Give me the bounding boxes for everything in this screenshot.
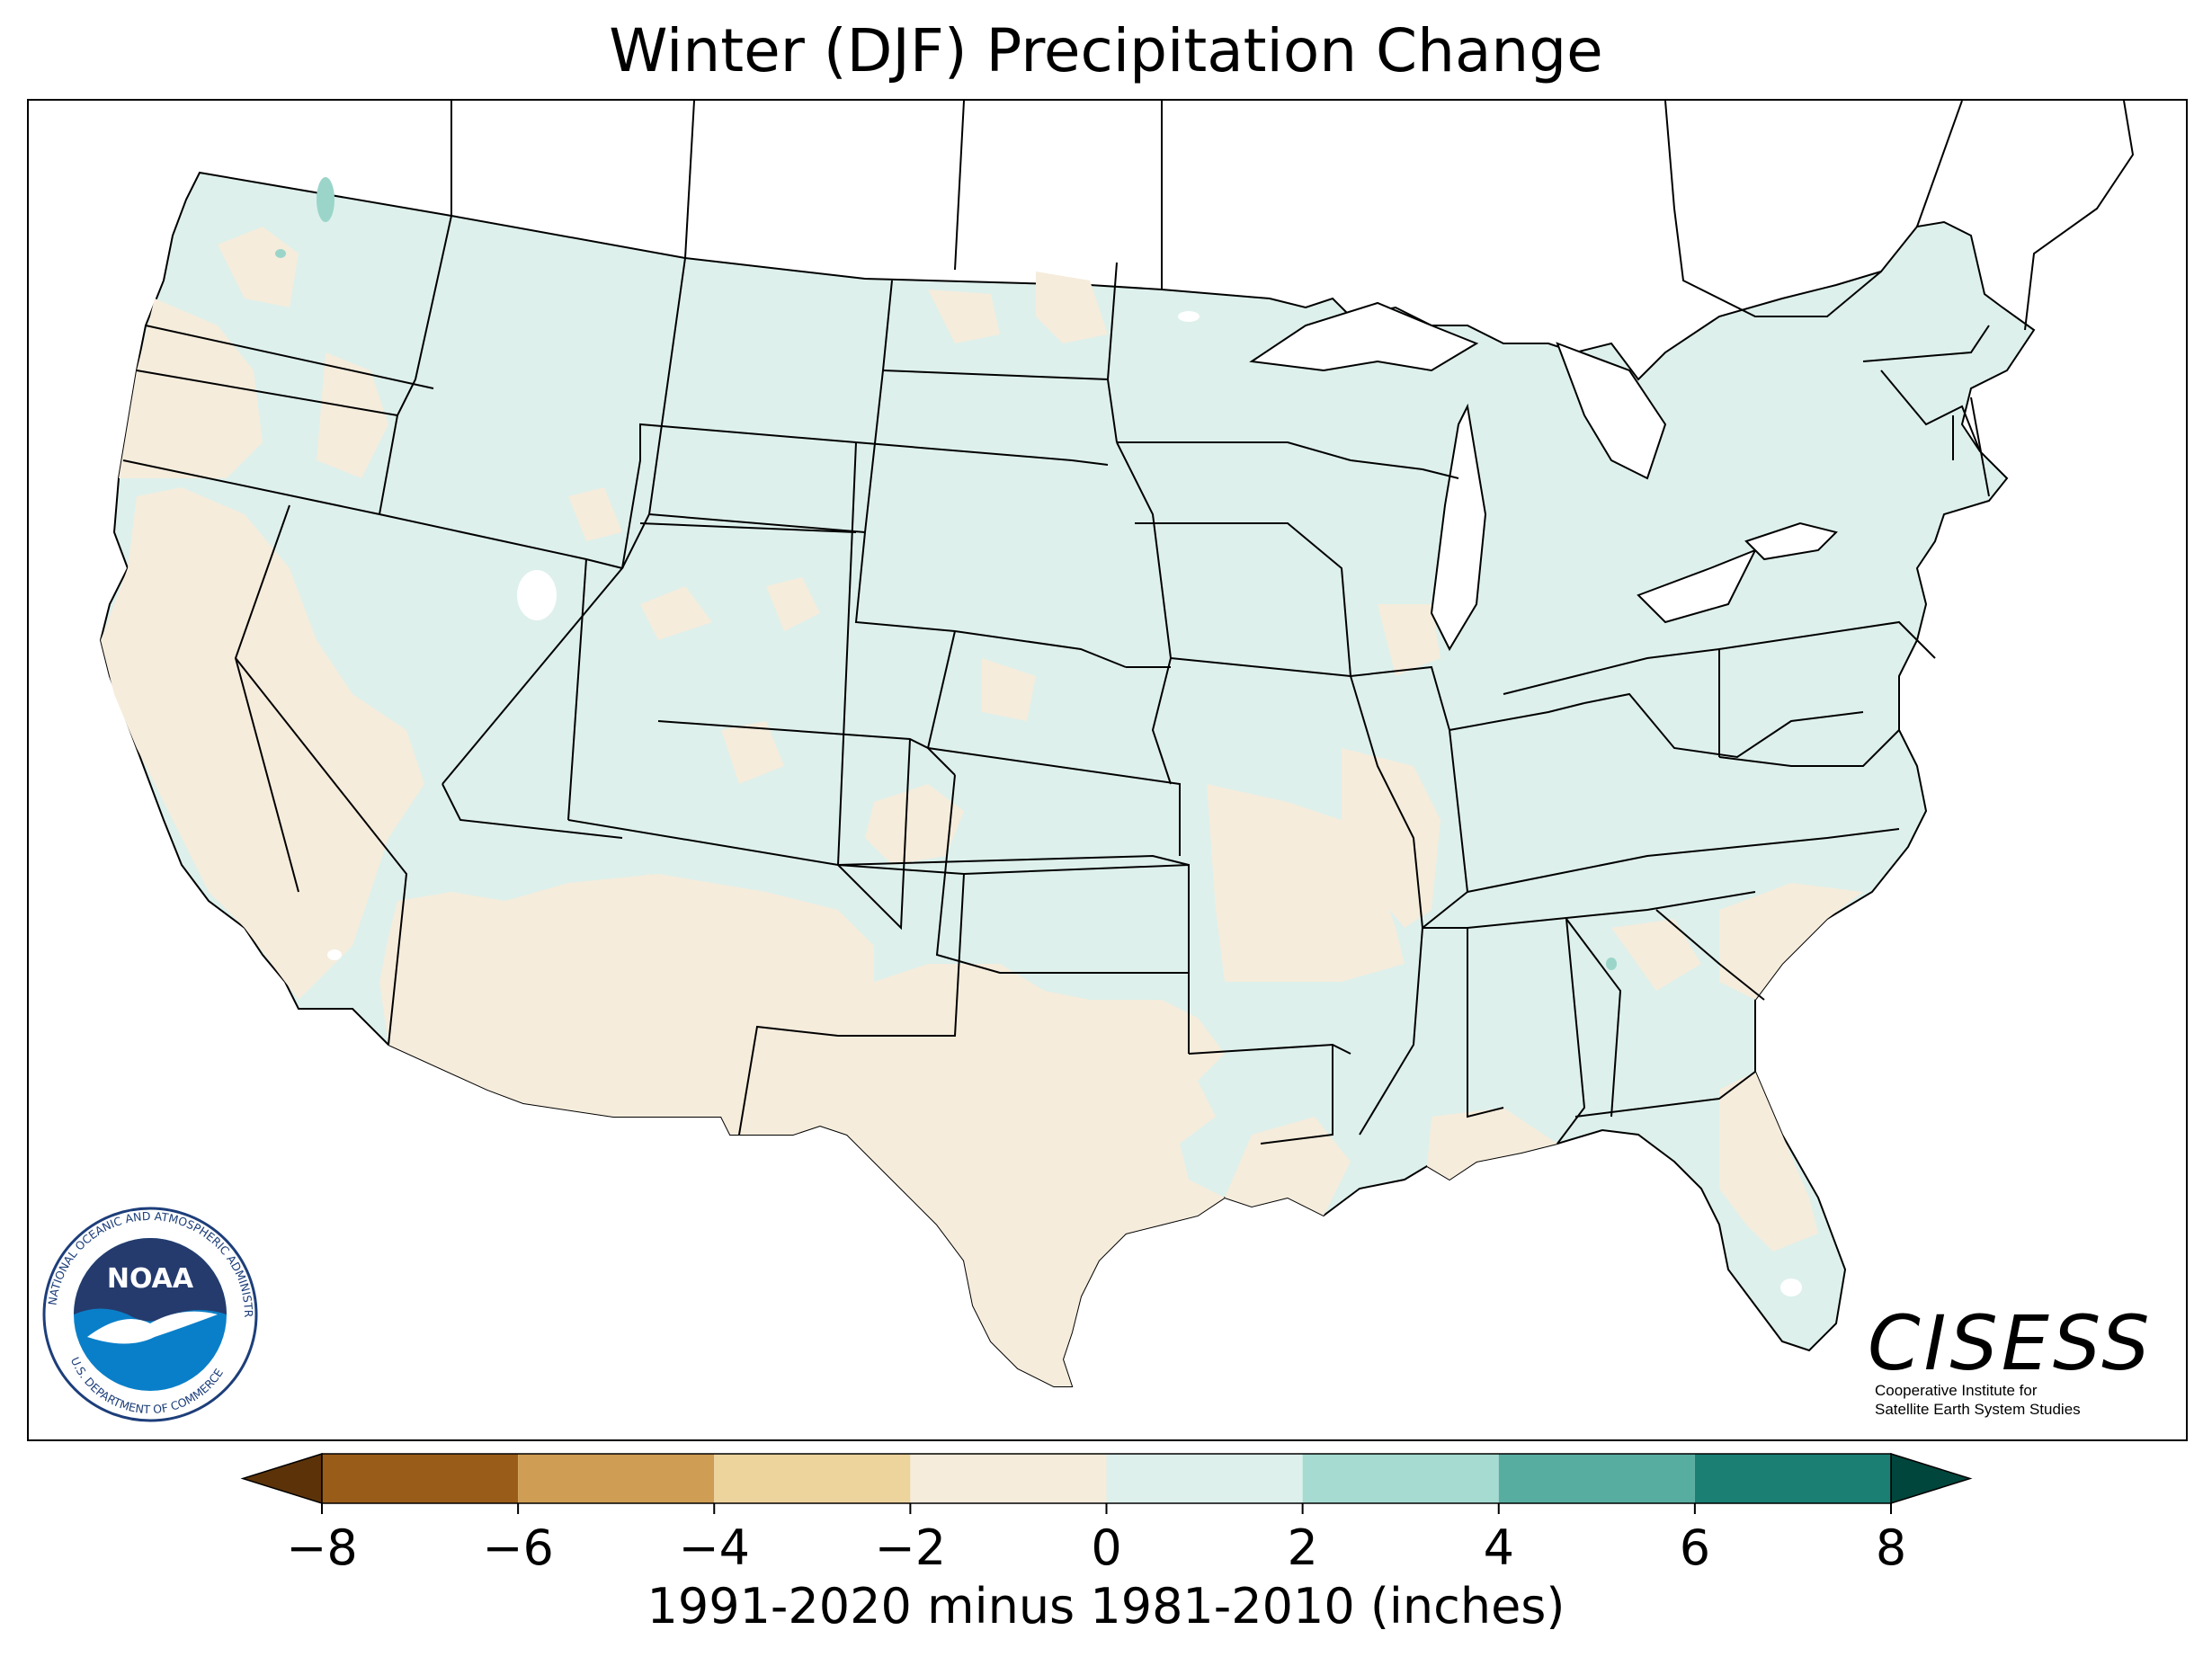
colorbar-swatch [1694, 1454, 1891, 1503]
colorbar-swatch [518, 1454, 715, 1503]
colorbar-tick-label: 0 [1091, 1519, 1121, 1576]
state-borders [122, 101, 2135, 1145]
cisess-subtitle-line2: Satellite Earth System Studies [1875, 1401, 2081, 1418]
colorbar-swatches [240, 1452, 1973, 1505]
colorbar-tick-label: −4 [678, 1519, 750, 1576]
missing-data [327, 311, 1802, 1296]
colorbar-swatch [1106, 1454, 1303, 1503]
colorbar-swatch [1498, 1454, 1695, 1503]
wetter-spots [275, 177, 1617, 970]
colorbar-label: 1991-2020 minus 1981-2010 (inches) [647, 1578, 1565, 1635]
colorbar-tick-label: 6 [1680, 1519, 1710, 1576]
colorbar-swatch [322, 1454, 519, 1503]
colorbar: −8 −6 −4 −2 0 2 4 6 8 [240, 1452, 1973, 1576]
colorbar-tick-label: 2 [1287, 1519, 1317, 1576]
colorbar-tick-label: 4 [1484, 1519, 1514, 1576]
map-title: Winter (DJF) Precipitation Change [609, 16, 1603, 85]
drier-patches [101, 227, 1863, 1386]
colorbar-swatch [1302, 1454, 1499, 1503]
cisess-subtitle-line1: Cooperative Institute for [1875, 1382, 2038, 1399]
colorbar-tick-label: −2 [875, 1519, 947, 1576]
colorbar-tick-label: −8 [286, 1519, 358, 1576]
cisess-logo: CISESS Cooperative Institute for Satelli… [1868, 1305, 2173, 1419]
colorbar-swatch [714, 1454, 911, 1503]
noaa-center-text: NOAA [107, 1263, 194, 1295]
map-frame: NATIONAL OCEANIC AND ATMOSPHERIC ADMINIS… [27, 99, 2188, 1441]
colorbar-extend-high [1890, 1452, 1973, 1505]
cisess-wordmark: CISESS [1868, 1299, 2154, 1387]
colorbar-tick-label: 8 [1876, 1519, 1906, 1576]
colorbar-extend-low [240, 1452, 323, 1505]
noaa-logo: NATIONAL OCEANIC AND ATMOSPHERIC ADMINIS… [38, 1202, 258, 1422]
us-map [99, 101, 2135, 1387]
colorbar-swatch [910, 1454, 1107, 1503]
great-lakes [1249, 301, 1838, 652]
colorbar-ticks: −8 −6 −4 −2 0 2 4 6 8 [286, 1503, 1906, 1576]
colorbar-tick-label: −6 [482, 1519, 554, 1576]
